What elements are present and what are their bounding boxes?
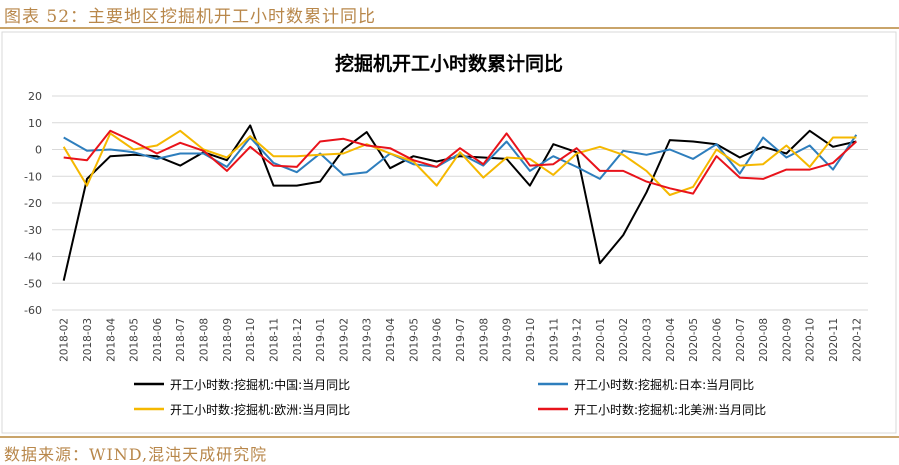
y-tick-label: -10 [24,170,42,183]
chart-container: 挖掘机开工小时数累计同比 20 10 0 -10 -20 -30 -40 -50 -60 2018… [0,30,899,435]
x-tick-label: 2018-05 [129,318,141,362]
x-tick-label: 2018-07 [175,318,187,362]
series-line-2 [62,129,857,196]
y-tick-label: 0 [35,144,42,157]
x-tick-label: 2020-05 [688,318,700,362]
x-tick-label: 2018-04 [105,318,117,362]
x-tick-label: 2018-06 [152,318,164,362]
x-tick-label: 2018-11 [268,318,280,362]
y-tick-label: -60 [24,304,42,317]
x-tick-label: 2019-09 [502,318,514,362]
legend: 开工小时数:挖掘机:中国:当月同比 开工小时数:挖掘机:日本:当月同比开工小时数:… [134,377,766,417]
figure-caption: 图表 52：主要地区挖掘机开工小时数累计同比 [4,7,377,27]
y-tick-label: 10 [28,117,42,130]
y-tick-label: -30 [24,224,42,237]
legend-label: 开工小时数:挖掘机:中国:当月同比 [170,377,350,392]
x-tick-label: 2020-03 [642,318,654,362]
y-tick-label: -40 [24,251,42,264]
y-tick-label: -20 [24,197,42,210]
legend-label: 开工小时数:挖掘机:欧洲:当月同比 [170,402,350,417]
x-tick-label: 2019-11 [548,318,560,362]
x-tick-label: 2018-03 [82,318,94,362]
x-tick-label: 2018-10 [245,318,257,362]
x-tick-label: 2019-08 [478,318,490,362]
x-tick-label: 2018-08 [199,318,211,362]
source-note: 数据来源：WIND,混沌天成研究院 [4,445,268,464]
x-tick-label: 2020-09 [781,318,793,362]
chart-border [1,31,897,434]
x-tick-label: 2020-06 [711,318,723,362]
x-tick-label: 2019-01 [315,318,327,362]
series-line-3 [63,129,857,195]
series-lines [62,124,858,281]
grid-lines [52,95,868,311]
x-tick-label: 2020-04 [665,318,677,362]
x-tick-label: 2020-02 [618,318,630,362]
x-tick-label: 2020-11 [828,318,840,362]
x-tick-label: 2019-04 [385,318,397,362]
x-tick-label: 2019-06 [432,318,444,362]
x-tick-label: 2019-10 [525,318,537,362]
legend-label: 开工小时数:挖掘机:日本:当月同比 [574,377,754,392]
y-tick-label: 20 [28,90,42,103]
x-tick-label: 2020-10 [805,318,817,362]
axis-labels: 20 10 0 -10 -20 -30 -40 -50 -60 2018-02 2018-03 201… [24,90,863,362]
y-tick-label: -50 [24,277,42,290]
x-tick-label: 2019-03 [362,318,374,362]
x-tick-label: 2019-12 [572,318,584,362]
line-chart: 挖掘机开工小时数累计同比 20 10 0 -10 -20 -30 -40 -50 -60 2018… [1,31,897,434]
top-divider [0,27,899,29]
bottom-divider [0,436,899,438]
chart-title: 挖掘机开工小时数累计同比 [335,52,563,75]
x-tick-label: 2020-07 [735,318,747,362]
series-line-0 [62,124,857,281]
x-tick-label: 2019-02 [338,318,350,362]
x-tick-label: 2020-01 [595,318,607,362]
x-tick-label: 2020-12 [851,318,863,362]
legend-label: 开工小时数:挖掘机:北美洲:当月同比 [574,402,766,417]
x-tick-label: 2019-05 [408,318,420,362]
x-tick-label: 2020-08 [758,318,770,362]
x-tick-label: 2019-07 [455,318,467,362]
x-tick-label: 2018-09 [222,318,234,362]
x-tick-label: 2018-02 [59,318,71,362]
x-tick-label: 2018-12 [292,318,304,362]
